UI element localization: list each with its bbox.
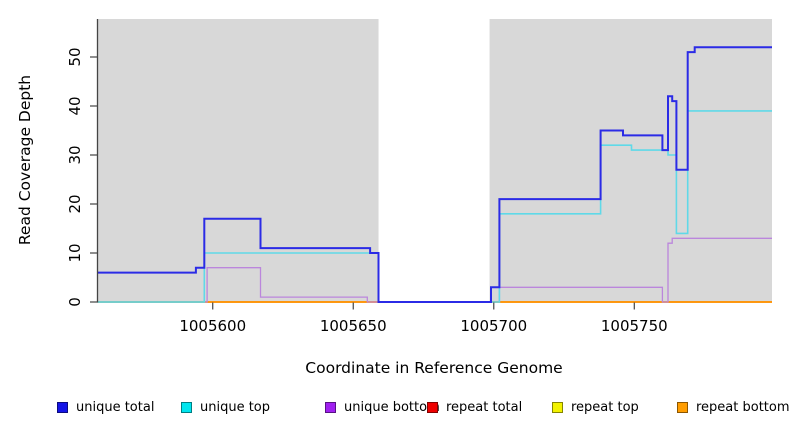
legend-item-repeat-top: repeat top [552, 398, 639, 416]
legend-swatch-repeat-bottom [677, 401, 688, 413]
legend-item-unique-top: unique top [181, 398, 270, 416]
plot-panel [489, 19, 772, 303]
plot-panel [97, 19, 379, 303]
legend-swatch-unique-total [57, 401, 68, 413]
legend-swatch-unique-top [181, 401, 192, 413]
legend-item-unique-total: unique total [57, 398, 154, 416]
y-axis-tick-label: 50 [66, 47, 84, 66]
x-axis-tick-label: 1005750 [601, 317, 668, 335]
x-axis-tick-label: 1005650 [320, 317, 387, 335]
legend-label: unique total [76, 399, 155, 415]
y-axis-tick-label: 20 [66, 194, 84, 213]
legend-swatch-repeat-top [552, 401, 563, 413]
legend-item-unique-bottom: unique bottom [325, 398, 440, 416]
chart-legend: unique total unique top unique bottom re… [0, 398, 792, 418]
series-line-unique-top [97, 110, 772, 303]
legend-swatch-unique-bottom [325, 401, 336, 413]
legend-label: repeat bottom [696, 399, 790, 415]
legend-item-repeat-bottom: repeat bottom [677, 398, 790, 416]
legend-label: unique bottom [344, 399, 440, 415]
axes: 0 10 20 30 40 50 1005600 1005650 1005700 1005750 [66, 19, 668, 335]
y-axis-tick-label: 10 [66, 243, 84, 262]
legend-swatch-repeat-total [427, 401, 438, 413]
legend-label: unique top [200, 399, 271, 415]
x-axis-tick-label: 1005700 [460, 317, 527, 335]
y-axis-title: Read Coverage Depth [16, 75, 34, 245]
series-lines [97, 46, 772, 303]
y-axis-tick-label: 40 [66, 96, 84, 115]
legend-label: repeat top [571, 399, 639, 415]
x-axis-title: Coordinate in Reference Genome [305, 359, 562, 377]
legend-item-repeat-total: repeat total [427, 398, 522, 416]
y-axis-tick-label: 30 [66, 145, 84, 164]
legend-label: repeat total [446, 399, 523, 415]
series-line-unique-total [97, 46, 772, 303]
y-axis-tick-label: 0 [66, 297, 84, 307]
plot-panels [97, 19, 772, 303]
x-axis-tick-label: 1005600 [179, 317, 246, 335]
